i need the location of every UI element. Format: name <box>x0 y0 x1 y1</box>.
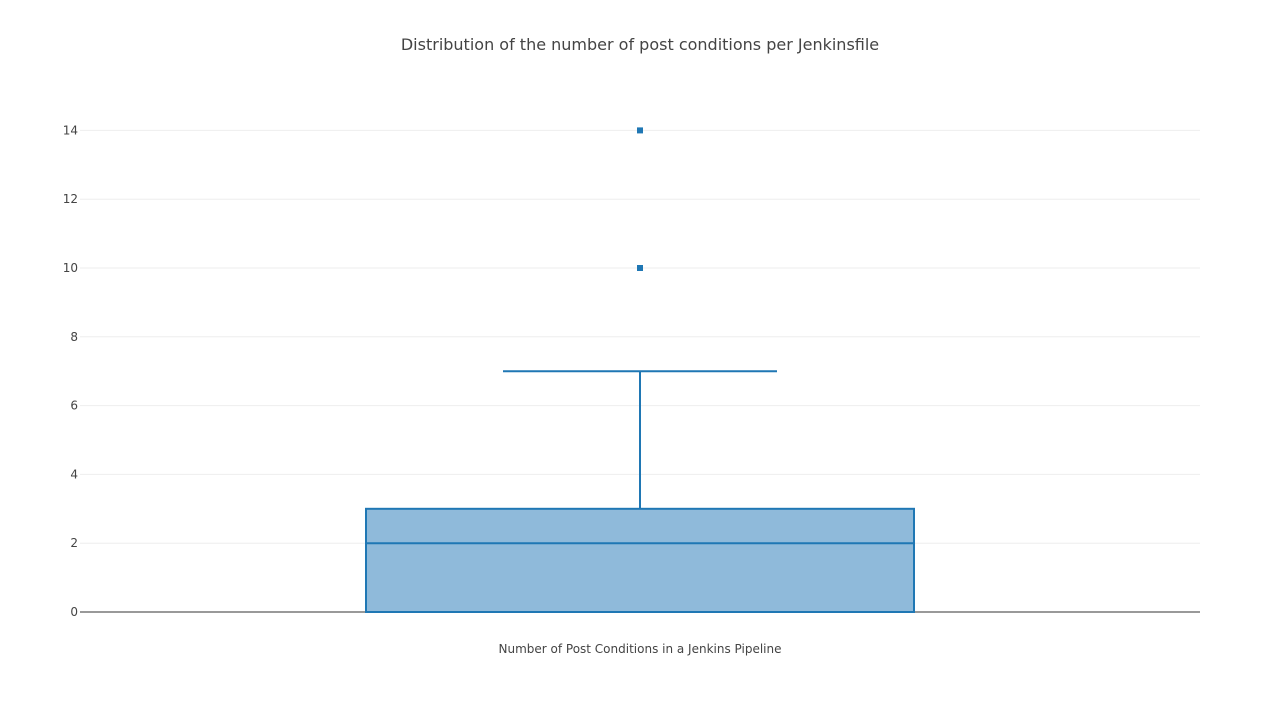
interquartile-box <box>365 507 915 613</box>
chart-title: Distribution of the number of post condi… <box>401 35 879 54</box>
outlier-point <box>637 265 643 271</box>
y-tick-label: 10 <box>63 261 78 275</box>
y-axis-ticks: 0 2 4 6 8 10 12 14 <box>63 123 78 619</box>
plot-area <box>365 127 915 613</box>
y-tick-label: 0 <box>70 605 78 619</box>
x-category-label: Number of Post Conditions in a Jenkins P… <box>498 642 781 656</box>
y-tick-label: 12 <box>63 192 78 206</box>
outlier-point <box>637 127 643 134</box>
y-tick-label: 4 <box>70 467 78 481</box>
y-tick-label: 8 <box>70 330 78 344</box>
y-tick-label: 6 <box>70 399 78 413</box>
y-tick-label: 14 <box>63 123 78 137</box>
y-tick-label: 2 <box>70 536 78 550</box>
